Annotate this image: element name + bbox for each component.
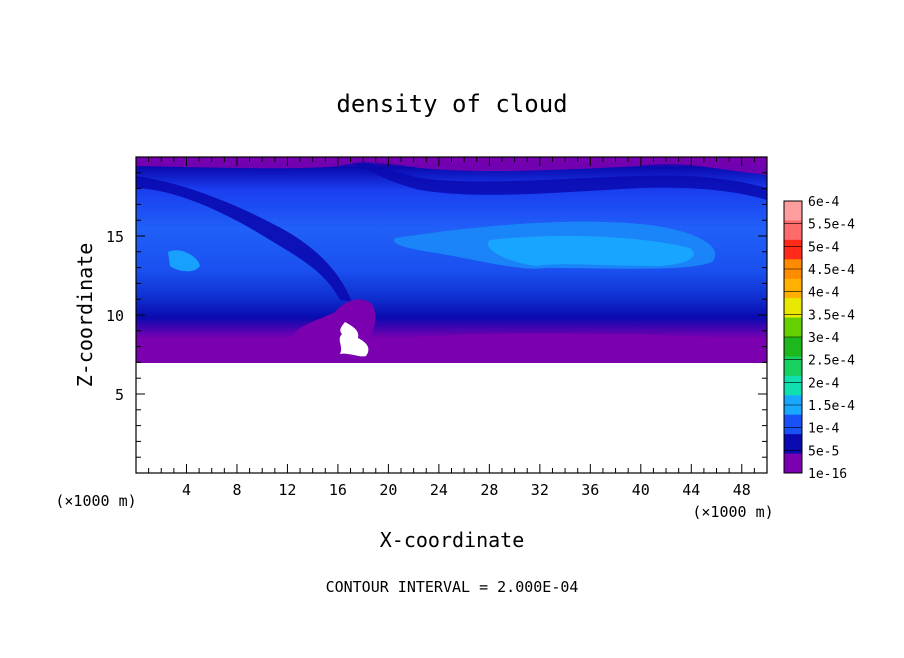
contour-base-purple <box>136 333 767 363</box>
x-tick-label: 40 <box>632 481 650 499</box>
empty-region <box>136 363 767 473</box>
colorbar-label: 2.5e-4 <box>808 354 855 369</box>
contour-region-1.5e-4-left <box>168 250 200 272</box>
x-tick-label: 32 <box>531 481 549 499</box>
colorbar-label: 5e-4 <box>808 240 839 255</box>
contour-band-5e-5-upper <box>340 157 767 200</box>
colorbar-swatch <box>784 298 802 319</box>
colorbar-label: 1.5e-4 <box>808 399 855 414</box>
x-axis-ticks: 4 8 12 16 20 24 28 32 36 40 44 48 <box>148 157 755 499</box>
colorbar-swatch <box>784 414 802 435</box>
contour-region-1.5e-4-core <box>488 235 694 266</box>
x-axis-label: X-coordinate <box>380 528 525 552</box>
colorbar-swatch <box>784 356 802 377</box>
colorbar-label: 5.5e-4 <box>808 218 855 233</box>
colorbar-label: 4.5e-4 <box>808 263 855 278</box>
y-axis-label: Z-coordinate <box>73 243 97 388</box>
x-tick-label: 12 <box>278 481 296 499</box>
x-tick-label: 44 <box>682 481 700 499</box>
x-unit-note-right: (×1000 m) <box>692 503 773 521</box>
colorbar-label: 6e-4 <box>808 195 839 210</box>
colorbar-swatch <box>784 337 802 357</box>
colorbar-label: 4e-4 <box>808 286 839 301</box>
colorbar-label: 1e-4 <box>808 422 839 437</box>
contour-interval-footer: CONTOUR INTERVAL = 2.000E-04 <box>326 578 579 596</box>
colorbar: 6e-4 5.5e-4 5e-4 4.5e-4 4e-4 3.5e-4 3e-4 2.5e-4… <box>783 195 855 482</box>
colorbar-swatch <box>784 239 802 260</box>
y-tick-label: 10 <box>106 307 124 325</box>
colorbar-swatch <box>784 375 802 396</box>
colorbar-swatch <box>784 220 802 241</box>
colorbar-label: 3.5e-4 <box>808 308 855 323</box>
colorbar-swatch <box>784 434 802 455</box>
x-tick-label: 4 <box>182 481 191 499</box>
x-unit-note-left: (×1000 m) <box>55 492 136 510</box>
colorbar-label: 3e-4 <box>808 331 839 346</box>
y-tick-label: 5 <box>115 386 124 404</box>
contour-band-5e-5-diagonal <box>136 176 352 302</box>
x-tick-label: 8 <box>232 481 241 499</box>
x-tick-label: 20 <box>379 481 397 499</box>
y-tick-label: 15 <box>106 228 124 246</box>
x-tick-label: 24 <box>430 481 448 499</box>
contour-gap-white <box>339 322 369 357</box>
x-tick-label: 16 <box>329 481 347 499</box>
colorbar-label: 1e-16 <box>808 467 847 482</box>
contour-field <box>136 157 767 473</box>
y-axis-ticks: 5 10 15 <box>106 172 767 458</box>
colorbar-label: 5e-5 <box>808 444 839 459</box>
chart-title: density of cloud <box>336 90 567 118</box>
colorbar-swatch <box>784 317 802 338</box>
colorbar-swatch <box>784 453 802 474</box>
colorbar-swatch <box>784 201 802 221</box>
contour-top-purple <box>136 157 767 175</box>
colorbar-label: 2e-4 <box>808 376 839 391</box>
x-tick-label: 36 <box>581 481 599 499</box>
x-tick-label: 48 <box>733 481 751 499</box>
colorbar-swatch <box>784 278 802 299</box>
x-tick-label: 28 <box>480 481 498 499</box>
